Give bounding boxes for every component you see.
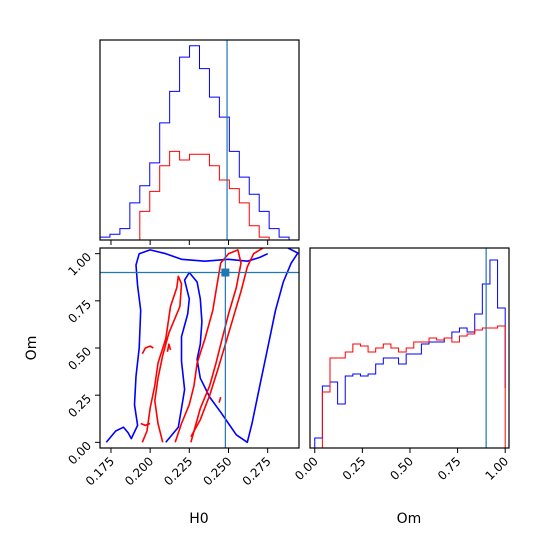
om-x-tick-label: 0.50 <box>387 454 416 483</box>
contour-lines <box>105 248 299 444</box>
h0-x-tick-label: 0.200 <box>122 454 156 488</box>
red-contour <box>218 396 222 403</box>
om-histogram-panel: 0.00 0.25 0.50 0.75 1.00 Om <box>292 247 511 527</box>
joint-x-ticks: 0.175 0.200 0.225 0.250 0.275 <box>83 448 274 488</box>
red-contour <box>141 275 183 443</box>
red-histogram-step <box>314 325 506 449</box>
om-x-tick-label: 0.75 <box>435 454 464 483</box>
red-contour <box>140 422 151 427</box>
h0-x-tick-label: 0.250 <box>200 454 234 488</box>
h0-x-tick-label: 0.275 <box>240 454 274 488</box>
joint-contour-panel: 0.175 0.200 0.225 0.250 0.275 0.000.250.500.… <box>24 247 300 527</box>
h0-histogram-panel <box>99 39 300 245</box>
om-histogram-series <box>314 259 506 449</box>
h0-histogram-series <box>99 45 299 241</box>
om-x-tick-label: 0.25 <box>340 454 369 483</box>
om-x-tick-label: 0.00 <box>292 454 321 483</box>
joint-truth-point <box>221 268 230 277</box>
red-histogram-step <box>100 150 299 241</box>
h0-histogram-ticks <box>110 240 269 245</box>
om-y-tick-label: 0.25 <box>65 391 94 420</box>
joint-y-ticks: 0.00 0.25 0.50 0.75 1.00 <box>65 250 100 467</box>
x-axis-label-om: Om <box>397 511 422 527</box>
om-y-tick-label: 0.00 <box>65 439 94 468</box>
om-y-tick-label: 1.00 <box>65 250 94 279</box>
blue-contour <box>165 253 299 444</box>
red-contour <box>166 343 172 352</box>
blue-histogram-step <box>314 259 506 448</box>
red-contour <box>141 345 154 355</box>
blue-histogram-step <box>99 45 299 241</box>
h0-x-tick-label: 0.225 <box>161 454 195 488</box>
om-x-tick-label: 1.00 <box>483 454 512 483</box>
h0-histogram-frame <box>99 39 300 241</box>
om-y-tick-label: 0.75 <box>65 297 94 326</box>
blue-contour <box>287 248 299 255</box>
om-histogram-x-ticks: 0.00 0.25 0.50 0.75 1.00 <box>292 448 511 483</box>
h0-x-tick-label: 0.175 <box>83 454 117 488</box>
x-axis-label-h0: H0 <box>189 511 208 527</box>
red-contour <box>190 248 264 438</box>
red-contour <box>174 249 242 443</box>
blue-contour <box>105 249 269 443</box>
om-y-tick-label: 0.50 <box>65 344 94 373</box>
y-axis-label-om: Om <box>24 336 40 361</box>
